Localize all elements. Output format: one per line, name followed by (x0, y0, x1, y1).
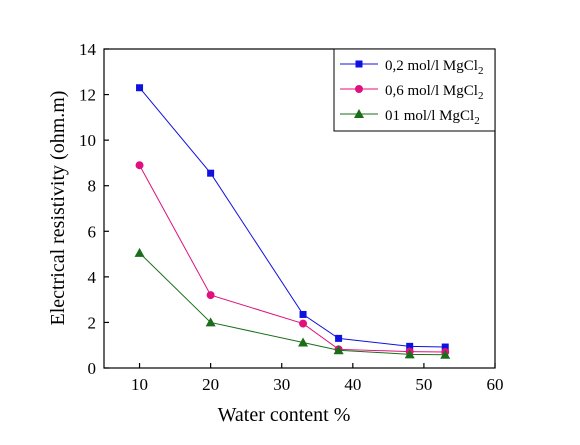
series-line (139, 252, 446, 356)
y-tick-label: 14 (79, 40, 97, 59)
data-point (299, 319, 308, 328)
plot-frame (103, 48, 496, 369)
data-point (440, 349, 451, 359)
data-point (354, 109, 364, 118)
legend-label-subscript: 2 (478, 65, 484, 77)
y-axis-label: Electrical resistivity (ohm.m) (47, 91, 69, 326)
series-1 (136, 84, 449, 351)
x-tick-label: 30 (273, 375, 290, 394)
data-point (355, 85, 363, 93)
legend-label: 01 mol/l MgCl2 (385, 108, 480, 127)
data-point (441, 343, 449, 351)
y-tick-label: 8 (88, 177, 97, 196)
x-tick-label: 50 (415, 375, 432, 394)
x-tick-label: 40 (344, 375, 361, 394)
legend-label-text: 01 mol/l MgCl (385, 108, 474, 124)
series-3 (134, 247, 451, 359)
data-point (335, 334, 343, 342)
series-line (139, 87, 446, 348)
x-tick-label: 60 (487, 375, 504, 394)
axes: 10 20 30 40 50 60 0 2 4 6 8 10 12 14 (79, 40, 504, 394)
data-point (207, 169, 215, 177)
x-tick-label: 20 (202, 375, 219, 394)
series-line (139, 164, 446, 353)
legend-label-subscript: 2 (474, 115, 480, 127)
legend-label-text: 0,6 mol/l MgCl (385, 83, 478, 99)
series-layer (134, 84, 451, 359)
data-point (134, 247, 145, 257)
y-tick-label: 10 (79, 131, 96, 150)
data-point (206, 291, 215, 300)
legend-item: 01 mol/l MgCl2 (340, 108, 480, 127)
legend-label-text: 0,2 mol/l MgCl (385, 58, 478, 74)
data-point (135, 161, 144, 170)
data-point (299, 310, 307, 318)
legend-label: 0,6 mol/l MgCl2 (385, 83, 483, 102)
x-axis-label: Water content % (218, 404, 351, 426)
data-point (406, 342, 414, 350)
legend-item: 0,6 mol/l MgCl2 (340, 83, 483, 102)
data-point (205, 317, 216, 327)
data-point (404, 349, 415, 359)
y-tick-label: 4 (88, 268, 97, 287)
data-point (333, 345, 344, 355)
legend-label-subscript: 2 (478, 90, 484, 102)
y-tick-label: 12 (79, 86, 96, 105)
legend-label: 0,2 mol/l MgCl2 (385, 58, 483, 77)
data-point (136, 84, 144, 92)
y-tick-label: 2 (88, 313, 97, 332)
y-tick-label: 0 (88, 359, 97, 378)
data-point (355, 60, 363, 68)
y-tick-label: 6 (88, 222, 97, 241)
x-tick-label: 10 (131, 375, 148, 394)
data-point (298, 337, 309, 347)
legend-item: 0,2 mol/l MgCl2 (340, 58, 483, 77)
